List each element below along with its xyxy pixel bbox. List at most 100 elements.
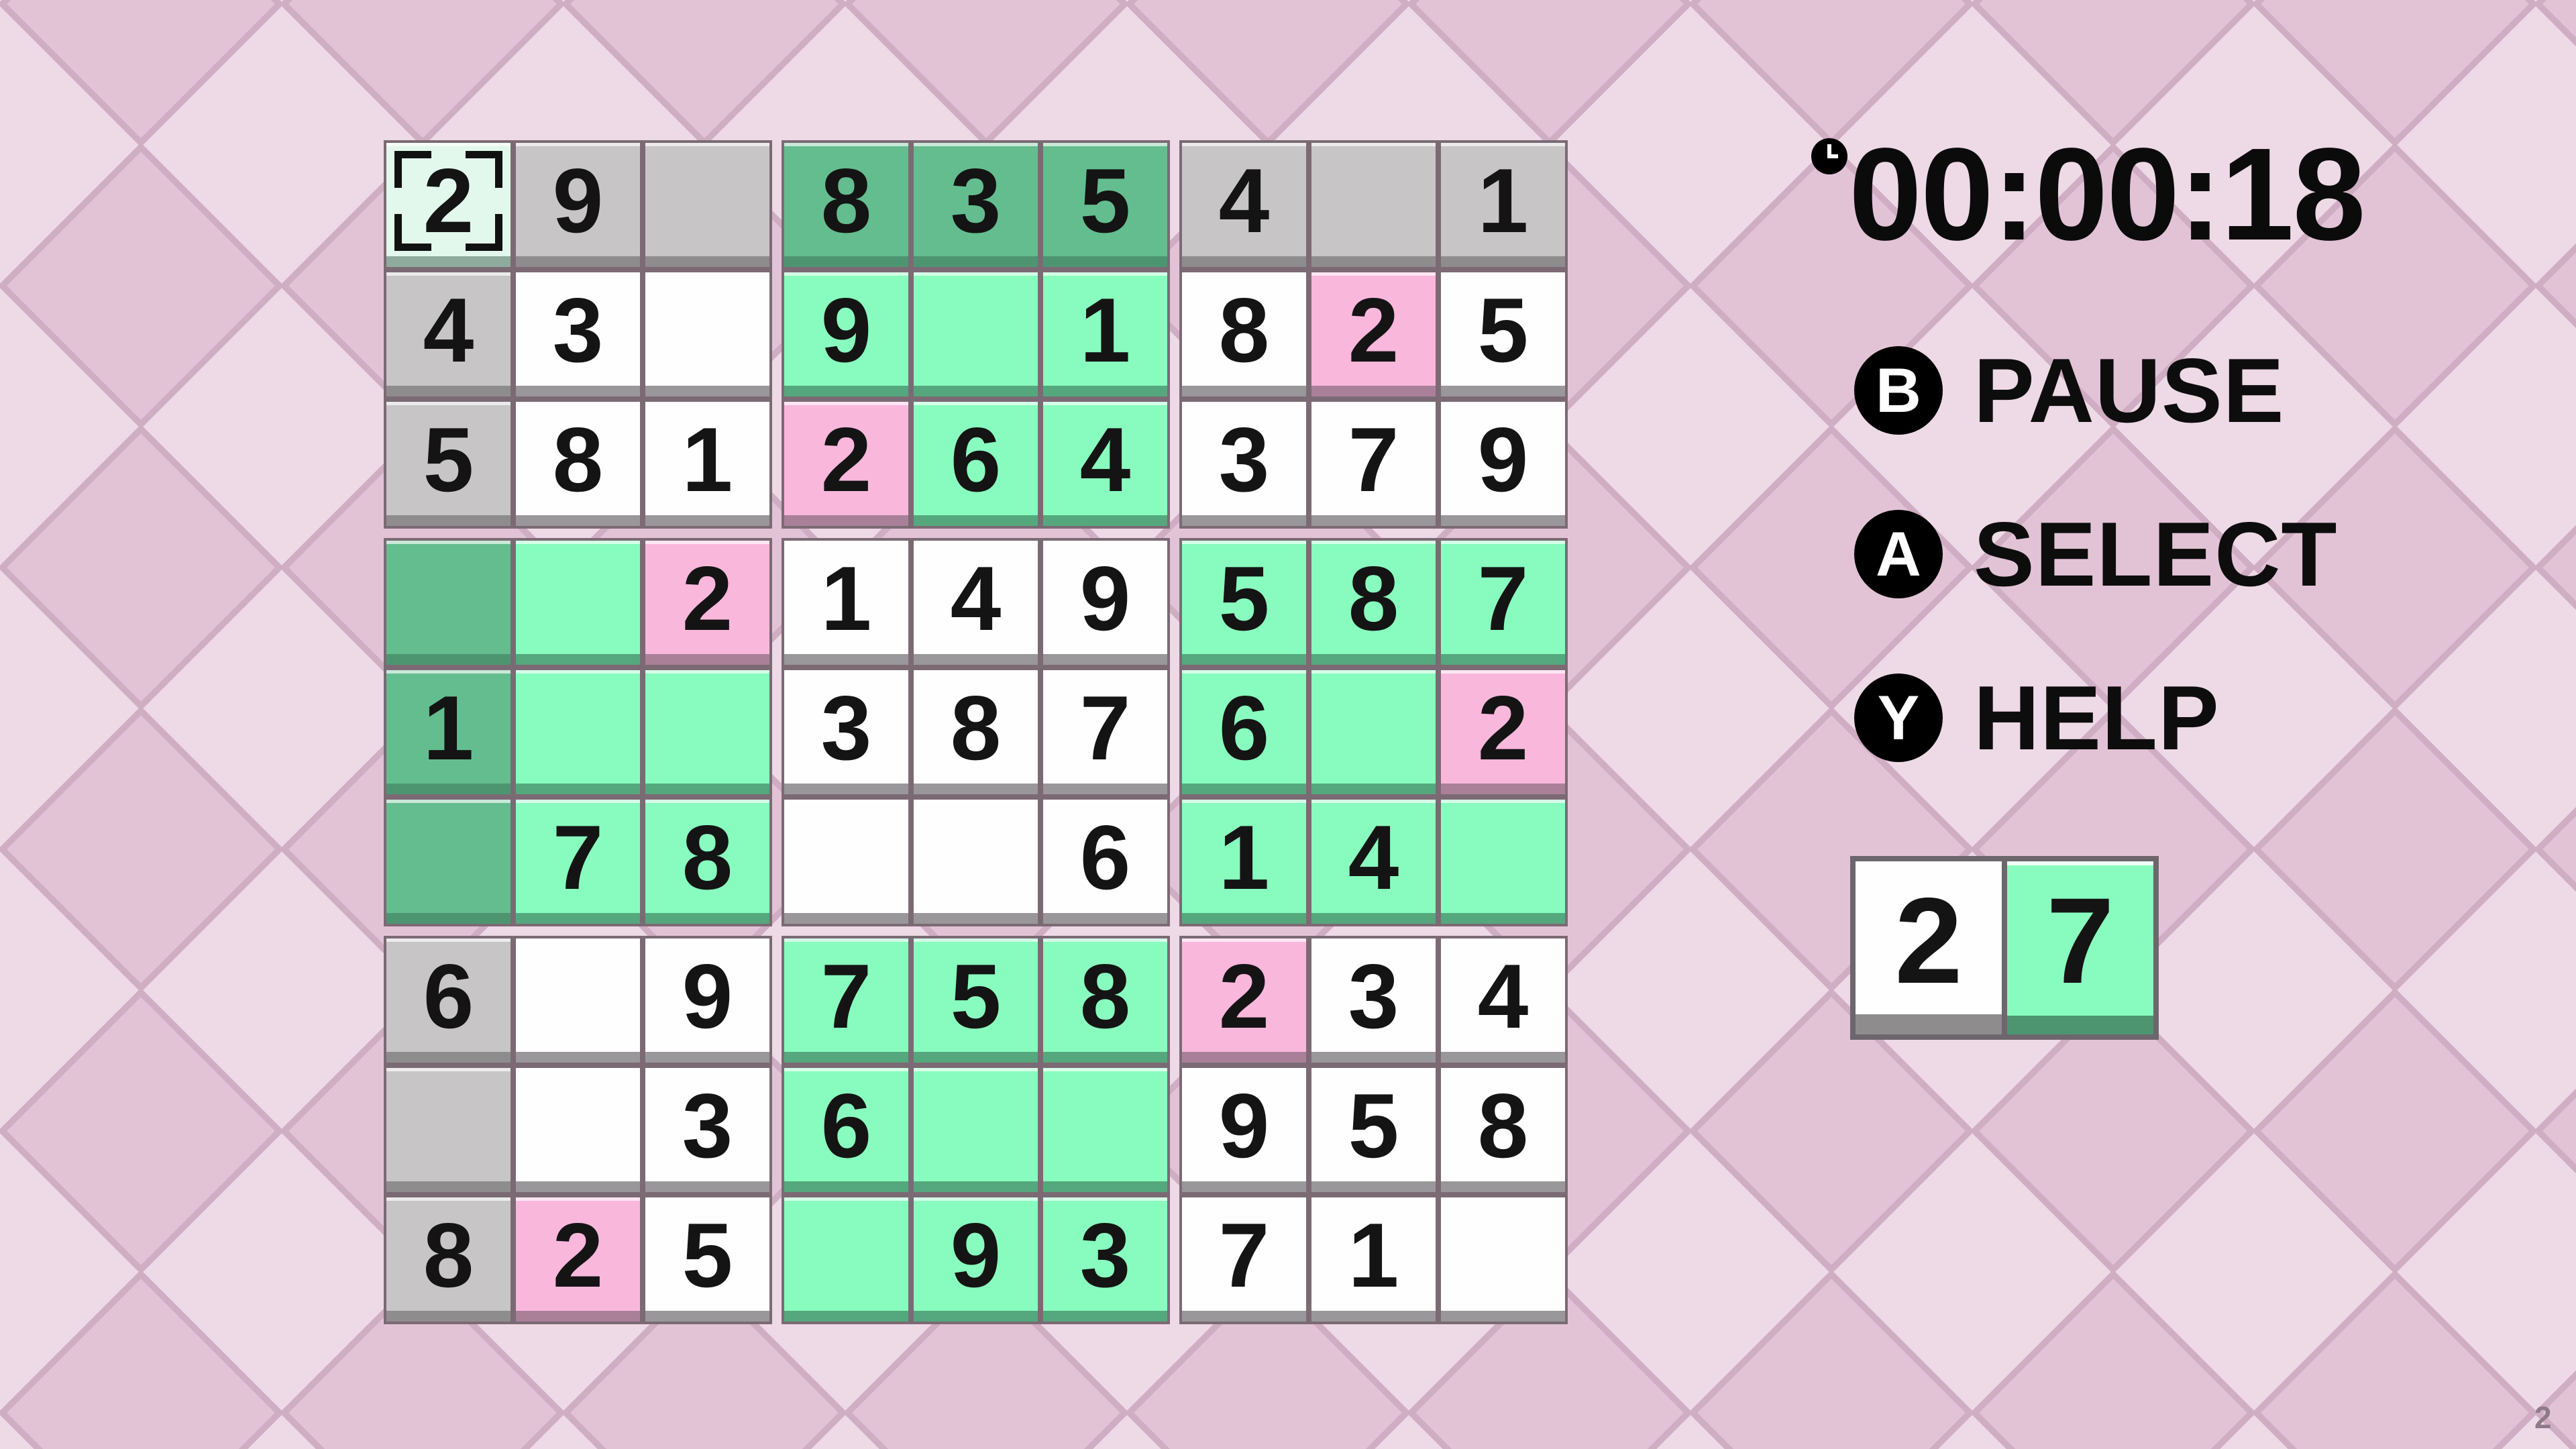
grid-cell-r6c4[interactable] xyxy=(782,797,911,926)
grid-cell-r4c9[interactable]: 7 xyxy=(1438,538,1568,667)
grid-cell-r3c9[interactable]: 9 xyxy=(1438,399,1568,529)
grid-cell-r7c4[interactable]: 7 xyxy=(782,936,911,1065)
grid-cell-r3c7[interactable]: 3 xyxy=(1179,399,1309,529)
grid-cell-r2c7[interactable]: 8 xyxy=(1179,270,1309,399)
grid-cell-r7c5[interactable]: 5 xyxy=(911,936,1040,1065)
grid-cell-r2c5[interactable] xyxy=(911,270,1040,399)
cell-digit: 4 xyxy=(950,547,1002,649)
grid-cell-r9c2[interactable]: 2 xyxy=(513,1195,643,1324)
grid-cell-r6c2[interactable]: 7 xyxy=(513,797,643,926)
grid-cell-r9c9[interactable] xyxy=(1438,1195,1568,1324)
help-control[interactable]: Y HELP xyxy=(1854,665,2338,770)
grid-cell-r5c5[interactable]: 8 xyxy=(911,667,1040,797)
grid-cell-r8c6[interactable] xyxy=(1040,1065,1170,1195)
grid-cell-r1c8[interactable] xyxy=(1309,140,1438,270)
grid-cell-r4c2[interactable] xyxy=(513,538,643,667)
grid-cell-r6c5[interactable] xyxy=(911,797,1040,926)
grid-cell-r2c8[interactable]: 2 xyxy=(1309,270,1438,399)
grid-cell-r5c4[interactable]: 3 xyxy=(782,667,911,797)
grid-cell-r8c9[interactable]: 8 xyxy=(1438,1065,1568,1195)
cell-digit: 8 xyxy=(1218,278,1270,381)
grid-cell-r6c3[interactable]: 8 xyxy=(643,797,772,926)
grid-cell-r8c3[interactable]: 3 xyxy=(643,1065,772,1195)
grid-cell-r3c6[interactable]: 4 xyxy=(1040,399,1170,529)
grid-cell-r1c6[interactable]: 5 xyxy=(1040,140,1170,270)
help-label: HELP xyxy=(1974,667,2220,769)
grid-cell-r7c3[interactable]: 9 xyxy=(643,936,772,1065)
grid-cell-r6c1[interactable] xyxy=(384,797,513,926)
grid-cell-r3c5[interactable]: 6 xyxy=(911,399,1040,529)
grid-cell-r7c6[interactable]: 8 xyxy=(1040,936,1170,1065)
grid-cell-r1c3[interactable] xyxy=(643,140,772,270)
grid-cell-r2c6[interactable]: 1 xyxy=(1040,270,1170,399)
grid-cell-r1c7[interactable]: 4 xyxy=(1179,140,1309,270)
grid-cell-r8c1[interactable] xyxy=(384,1065,513,1195)
grid-cell-r9c4[interactable] xyxy=(782,1195,911,1324)
grid-cell-r1c5[interactable]: 3 xyxy=(911,140,1040,270)
grid-cell-r6c8[interactable]: 4 xyxy=(1309,797,1438,926)
grid-cell-r6c6[interactable]: 6 xyxy=(1040,797,1170,926)
grid-cell-r9c3[interactable]: 5 xyxy=(643,1195,772,1324)
grid-cell-r4c8[interactable]: 8 xyxy=(1309,538,1438,667)
pause-control[interactable]: B PAUSE xyxy=(1854,338,2338,443)
cell-digit: 3 xyxy=(820,676,872,779)
grid-cell-r8c8[interactable]: 5 xyxy=(1309,1065,1438,1195)
grid-cell-r9c8[interactable]: 1 xyxy=(1309,1195,1438,1324)
grid-cell-r1c1[interactable]: 2 xyxy=(384,140,513,270)
grid-cell-r5c2[interactable] xyxy=(513,667,643,797)
grid-cell-r7c9[interactable]: 4 xyxy=(1438,936,1568,1065)
grid-cell-r9c5[interactable]: 9 xyxy=(911,1195,1040,1324)
grid-cell-r3c3[interactable]: 1 xyxy=(643,399,772,529)
grid-cell-r5c7[interactable]: 6 xyxy=(1179,667,1309,797)
grid-cell-r5c8[interactable] xyxy=(1309,667,1438,797)
grid-cell-r6c9[interactable] xyxy=(1438,797,1568,926)
grid-cell-r5c3[interactable] xyxy=(643,667,772,797)
grid-cell-r8c4[interactable]: 6 xyxy=(782,1065,911,1195)
grid-cell-r5c9[interactable]: 2 xyxy=(1438,667,1568,797)
grid-cell-r8c7[interactable]: 9 xyxy=(1179,1065,1309,1195)
cell-digit: 1 xyxy=(1218,806,1270,908)
grid-cell-r1c4[interactable]: 8 xyxy=(782,140,911,270)
grid-cell-r5c6[interactable]: 7 xyxy=(1040,667,1170,797)
grid-cell-r8c5[interactable] xyxy=(911,1065,1040,1195)
grid-cell-r6c7[interactable]: 1 xyxy=(1179,797,1309,926)
grid-cell-r2c9[interactable]: 5 xyxy=(1438,270,1568,399)
grid-cell-r2c1[interactable]: 4 xyxy=(384,270,513,399)
cell-digit: 5 xyxy=(1218,547,1270,649)
grid-cell-r9c7[interactable]: 7 xyxy=(1179,1195,1309,1324)
grid-cell-r4c7[interactable]: 5 xyxy=(1179,538,1309,667)
grid-cell-r2c4[interactable]: 9 xyxy=(782,270,911,399)
digit-selector: 2 7 xyxy=(1850,856,2159,1040)
grid-cell-r1c9[interactable]: 1 xyxy=(1438,140,1568,270)
selector-digit: 2 xyxy=(1894,872,1963,1009)
grid-cell-r7c7[interactable]: 2 xyxy=(1179,936,1309,1065)
cell-digit: 9 xyxy=(552,149,604,252)
grid-cell-r2c3[interactable] xyxy=(643,270,772,399)
grid-cell-r3c2[interactable]: 8 xyxy=(513,399,643,529)
selector-cell-current[interactable]: 2 xyxy=(1850,856,2004,1040)
grid-cell-r9c6[interactable]: 3 xyxy=(1040,1195,1170,1324)
grid-cell-r4c5[interactable]: 4 xyxy=(911,538,1040,667)
grid-cell-r3c8[interactable]: 7 xyxy=(1309,399,1438,529)
selector-cell-highlighted[interactable]: 7 xyxy=(2004,856,2159,1040)
grid-cell-r2c2[interactable]: 3 xyxy=(513,270,643,399)
grid-cell-r3c1[interactable]: 5 xyxy=(384,399,513,529)
grid-cell-r3c4[interactable]: 2 xyxy=(782,399,911,529)
grid-cell-r5c1[interactable]: 1 xyxy=(384,667,513,797)
grid-cell-r4c6[interactable]: 9 xyxy=(1040,538,1170,667)
grid-cell-r4c4[interactable]: 1 xyxy=(782,538,911,667)
grid-cell-r4c3[interactable]: 2 xyxy=(643,538,772,667)
grid-cell-r7c2[interactable] xyxy=(513,936,643,1065)
select-control[interactable]: A SELECT xyxy=(1854,502,2338,606)
grid-cell-r9c1[interactable]: 8 xyxy=(384,1195,513,1324)
cell-digit: 8 xyxy=(423,1203,474,1306)
grid-cell-r7c8[interactable]: 3 xyxy=(1309,936,1438,1065)
cell-digit: 4 xyxy=(1218,149,1270,252)
grid-cell-r4c1[interactable] xyxy=(384,538,513,667)
grid-cell-r8c2[interactable] xyxy=(513,1065,643,1195)
grid-cell-r7c1[interactable]: 6 xyxy=(384,936,513,1065)
grid-cell-r1c2[interactable]: 9 xyxy=(513,140,643,270)
